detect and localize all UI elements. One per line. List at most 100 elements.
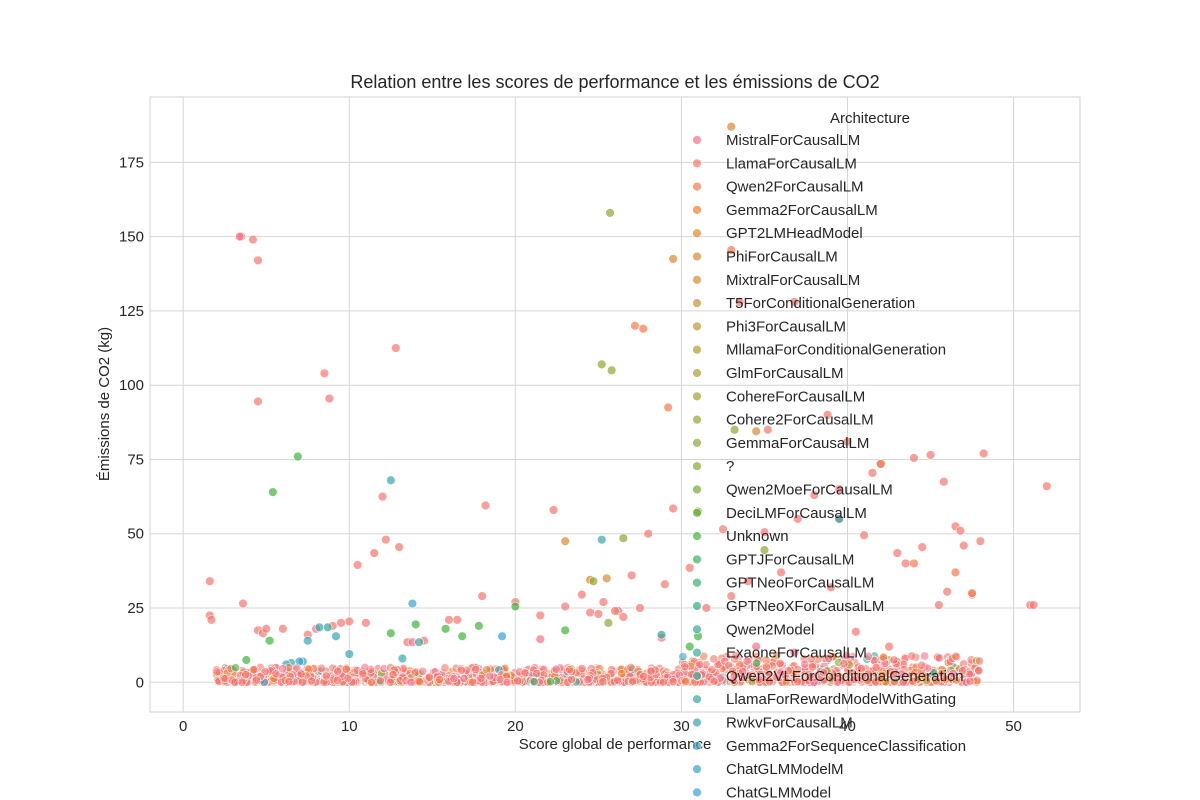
legend-marker	[692, 275, 702, 285]
legend-entry: ChatGLMModel	[726, 784, 831, 800]
scatter-point	[925, 450, 936, 460]
scatter-point	[809, 677, 819, 687]
scatter-point	[851, 627, 861, 637]
legend-marker	[692, 461, 702, 471]
scatter-point	[772, 651, 782, 661]
scatter-point	[824, 653, 834, 663]
scatter-point	[386, 628, 396, 638]
scatter-point	[871, 662, 881, 672]
scatter-point	[617, 669, 627, 679]
scatter-point	[336, 618, 346, 628]
scatter-point	[920, 651, 930, 661]
scatter-point	[366, 677, 376, 687]
x-tick-label: 50	[1005, 718, 1022, 735]
legend-marker	[692, 181, 702, 192]
scatter-point	[975, 536, 986, 546]
scatter-point	[907, 651, 917, 661]
scatter-point	[668, 254, 678, 264]
scatter-point	[663, 402, 673, 413]
scatter-point	[551, 664, 561, 674]
scatter-point	[388, 670, 398, 680]
y-tick-label: 75	[127, 451, 144, 468]
legend-entry: PhiForCausalLM	[726, 249, 838, 266]
legend-entry: LlamaForCausalLM	[726, 155, 857, 172]
scatter-point	[212, 667, 222, 677]
scatter-point	[485, 671, 495, 681]
scatter-point	[775, 659, 785, 669]
scatter-point	[742, 656, 752, 666]
scatter-point	[343, 673, 353, 683]
legend-entry: Unknown	[726, 528, 789, 545]
scatter-point	[618, 533, 629, 543]
scatter-point	[468, 677, 478, 687]
scatter-point	[863, 651, 873, 661]
legend-entry: GlmForCausalLM	[726, 365, 844, 382]
legend-marker	[692, 251, 702, 262]
legend-entry: MistralForCausalLM	[726, 132, 860, 149]
scatter-point	[832, 677, 842, 687]
legend-entry: LlamaForRewardModelWithGating	[726, 691, 956, 708]
legend-marker	[692, 368, 702, 378]
scatter-point	[842, 651, 852, 661]
scatter-point	[889, 655, 899, 665]
x-tick-label: 30	[673, 718, 690, 735]
scatter-point	[456, 665, 466, 675]
scatter-point	[656, 630, 667, 640]
scatter-point	[965, 676, 975, 686]
legend-entry: Gemma2ForCausalLM	[726, 202, 878, 219]
legend-marker	[692, 554, 702, 565]
scatter-point	[859, 530, 869, 540]
scatter-point	[955, 526, 966, 536]
scatter-point	[709, 654, 719, 664]
legend-marker	[692, 158, 702, 169]
scatter-point	[958, 666, 968, 676]
scatter-point	[680, 662, 690, 672]
legend-entry: Qwen2ForCausalLM	[726, 179, 864, 196]
scatter-point	[695, 660, 705, 670]
scatter-point	[319, 368, 330, 379]
legend-marker	[692, 205, 702, 215]
scatter-point	[391, 343, 401, 353]
scatter-point	[701, 603, 712, 613]
scatter-point	[638, 671, 648, 681]
plot-area	[149, 96, 1081, 713]
legend-entry: GPTNeoXForCausalLM	[726, 598, 884, 615]
scatter-point	[560, 625, 570, 635]
scatter-point	[206, 615, 217, 625]
scatter-point	[548, 505, 559, 515]
scatter-point	[751, 641, 761, 652]
scatter-point	[577, 664, 587, 674]
scatter-point	[660, 579, 670, 589]
scatter-point	[237, 677, 247, 687]
y-tick-label: 100	[119, 377, 144, 394]
scatter-point	[678, 652, 688, 662]
scatter-point	[601, 573, 612, 584]
y-tick-label: 125	[119, 303, 144, 320]
scatter-point	[709, 676, 719, 686]
legend-entry: Qwen2MoeForCausalLM	[726, 482, 893, 499]
scatter-point	[932, 676, 942, 686]
scatter-point	[278, 624, 288, 634]
legend-entry: GPTJForCausalLM	[726, 551, 854, 568]
scatter-point	[606, 365, 617, 376]
legend-marker	[692, 741, 702, 751]
scatter-point	[406, 677, 416, 687]
scatter-point	[789, 647, 800, 658]
scatter-point	[909, 453, 919, 463]
scatter-point	[630, 321, 640, 331]
scatter-point	[603, 618, 614, 628]
scatter-point	[532, 668, 542, 678]
scatter-point	[878, 652, 888, 662]
legend-entry: Gemma2ForSequenceClassification	[726, 738, 966, 755]
legend-marker	[692, 694, 702, 704]
x-tick-label: 10	[341, 718, 358, 735]
scatter-point	[681, 677, 691, 687]
scatter-point	[560, 536, 570, 546]
scatter-point	[761, 662, 771, 672]
legend-entry: Phi3ForCausalLM	[726, 318, 846, 335]
scatter-point	[610, 606, 620, 616]
scatter-point	[628, 676, 638, 686]
scatter-point	[826, 582, 836, 592]
scatter-point	[950, 567, 961, 578]
legend-entry: GemmaForCausalLM	[726, 435, 869, 452]
